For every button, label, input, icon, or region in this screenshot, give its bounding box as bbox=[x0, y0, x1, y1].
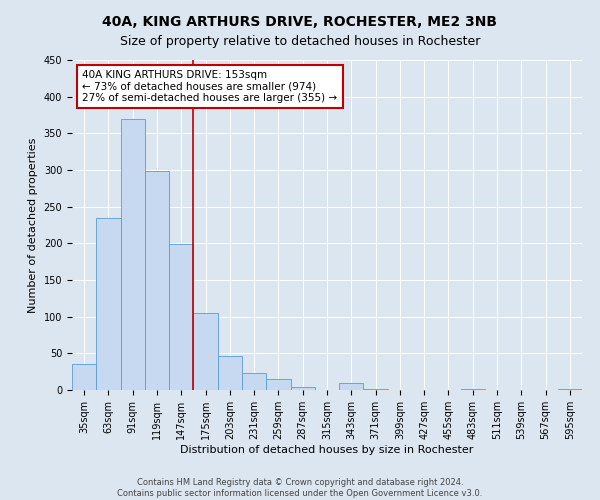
Text: Size of property relative to detached houses in Rochester: Size of property relative to detached ho… bbox=[120, 35, 480, 48]
Bar bbox=[290, 387, 315, 390]
Text: 40A KING ARTHURS DRIVE: 153sqm
← 73% of detached houses are smaller (974)
27% of: 40A KING ARTHURS DRIVE: 153sqm ← 73% of … bbox=[82, 70, 337, 103]
Text: 40A, KING ARTHURS DRIVE, ROCHESTER, ME2 3NB: 40A, KING ARTHURS DRIVE, ROCHESTER, ME2 … bbox=[103, 15, 497, 29]
Bar bbox=[96, 218, 121, 390]
Bar bbox=[121, 118, 145, 390]
Bar bbox=[193, 313, 218, 390]
Bar bbox=[72, 364, 96, 390]
Bar bbox=[339, 382, 364, 390]
Bar bbox=[218, 356, 242, 390]
Y-axis label: Number of detached properties: Number of detached properties bbox=[28, 138, 38, 312]
X-axis label: Distribution of detached houses by size in Rochester: Distribution of detached houses by size … bbox=[181, 444, 473, 454]
Text: Contains HM Land Registry data © Crown copyright and database right 2024.
Contai: Contains HM Land Registry data © Crown c… bbox=[118, 478, 482, 498]
Bar bbox=[266, 379, 290, 390]
Bar bbox=[242, 373, 266, 390]
Bar bbox=[145, 172, 169, 390]
Bar bbox=[169, 244, 193, 390]
